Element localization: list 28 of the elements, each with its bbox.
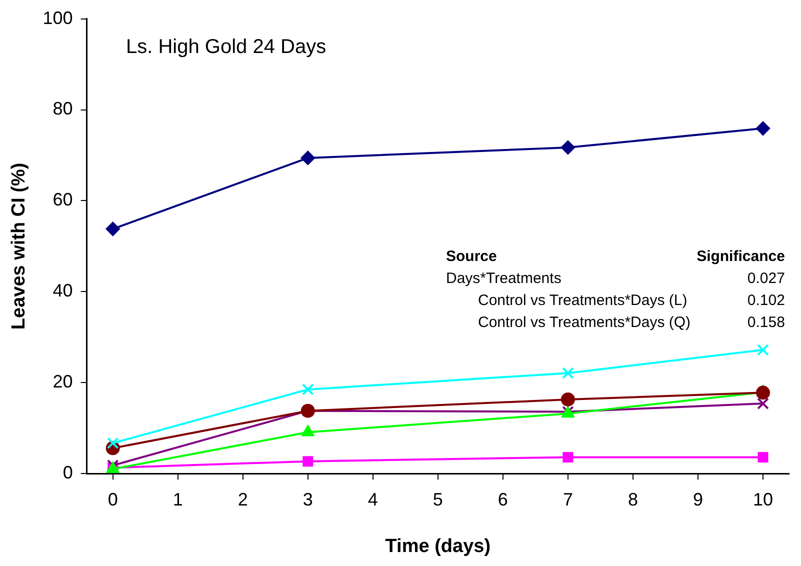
annotation: 0.102 (746, 291, 785, 311)
annotation: Significance (696, 247, 785, 267)
x-axis-title: Time (days) (385, 536, 491, 557)
x-tick-label: 1 (172, 489, 183, 510)
y-axis-title: Leaves with CI (%) (8, 162, 30, 330)
y-tick-label: 40 (52, 280, 73, 301)
y-tick-label: 0 (62, 462, 73, 483)
x-tick-label: 6 (498, 489, 508, 510)
x-tick-label: 7 (562, 489, 573, 510)
y-tick-label: 20 (52, 372, 73, 392)
y-tick-label: 60 (52, 190, 73, 210)
x-tick-label: 10 (752, 489, 774, 510)
x-tick-label: 9 (692, 489, 703, 510)
x-tick-label: 3 (302, 489, 313, 510)
x-tick-label: 4 (368, 489, 378, 510)
annotation: 0.027 (746, 269, 785, 289)
annotation: Days*Treatments (446, 269, 562, 289)
x-tick-label: 5 (432, 489, 443, 510)
text: Ls. High Gold 24 Days (126, 36, 326, 59)
annotation: Source (446, 247, 498, 267)
annotation: Control vs Treatments*Days (Q) (477, 313, 691, 333)
y-tick-label: 80 (52, 98, 73, 119)
x-tick-label: 8 (628, 489, 638, 510)
x-tick-label: 0 (108, 489, 118, 510)
y-tick-label: 100 (42, 8, 73, 28)
x-tick-label: 2 (238, 489, 248, 510)
annotation: 0.158 (746, 313, 785, 333)
annotation: Control vs Treatments*Days (L) (477, 291, 688, 311)
